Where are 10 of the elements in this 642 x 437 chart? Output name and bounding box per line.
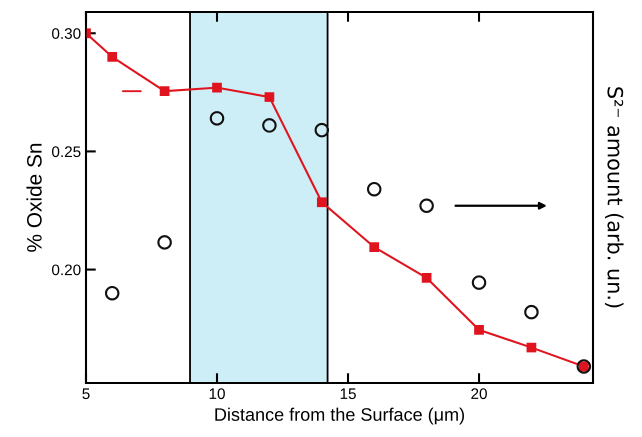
x-tick-label: 5 <box>82 388 90 400</box>
y-axis-title: % Oxide Sn <box>26 144 42 252</box>
x-tick-label: 20 <box>471 388 487 400</box>
x-tick-label: 15 <box>340 388 356 400</box>
y-tick-label: 0.20 <box>52 264 81 276</box>
y-tick-label: 0.30 <box>52 28 81 39</box>
x-axis-title: Distance from the Surface (μm) <box>215 408 464 424</box>
x-tick-label: 10 <box>210 388 225 400</box>
y-tick-label: 0.25 <box>52 146 80 158</box>
y2-axis-title: S²⁻ amount (arb. un.) <box>604 87 624 308</box>
